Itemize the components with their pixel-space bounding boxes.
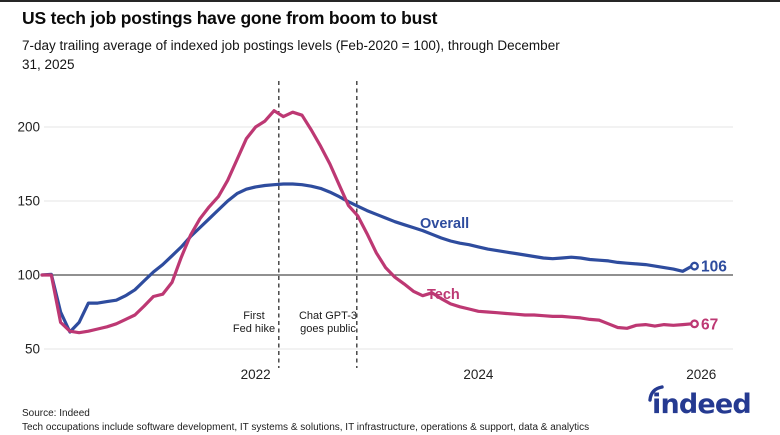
- x-tick-2022: 2022: [241, 367, 271, 382]
- overall-series-label: Overall: [420, 216, 469, 232]
- top-border: [0, 0, 780, 2]
- y-tick-100: 100: [17, 268, 40, 283]
- gridlines: [44, 126, 733, 350]
- event-lines: [278, 81, 358, 368]
- methodology-note: Tech occupations include software develo…: [22, 422, 590, 433]
- tech-line: [40, 109, 694, 335]
- chart-footer: Source: Indeed Tech occupations include …: [22, 406, 589, 434]
- overall-end-value: 106: [701, 259, 727, 276]
- chatgpt-label-line2: goes public: [300, 323, 356, 335]
- source-note: Source: Indeed: [22, 408, 90, 419]
- y-tick-50: 50: [25, 342, 40, 357]
- indeed-logo-wordmark: indeed: [652, 389, 752, 420]
- chart-header: US tech job postings have gone from boom…: [22, 8, 722, 74]
- tech-end-value: 67: [701, 316, 718, 333]
- y-axis: 200 150 100 50: [17, 120, 40, 357]
- x-axis: 2022 2024 2026: [241, 367, 717, 382]
- chatgpt-label-line1: Chat GPT-3: [299, 310, 357, 322]
- tech-series-label: Tech: [427, 287, 460, 303]
- tech-end-marker: [690, 319, 699, 329]
- x-tick-2026: 2026: [686, 367, 716, 382]
- indeed-logo: indeed: [648, 385, 752, 420]
- chart-subtitle: 7-day trailing average of indexed job po…: [22, 38, 560, 73]
- annotations: First Fed hike Chat GPT-3 goes public: [233, 310, 357, 335]
- fed-hike-label-line1: First: [243, 310, 264, 322]
- y-tick-150: 150: [17, 194, 40, 209]
- indeed-logo-swash-icon: [648, 385, 664, 402]
- x-tick-2024: 2024: [463, 367, 494, 382]
- y-tick-200: 200: [17, 120, 40, 135]
- chart-title: US tech job postings have gone from boom…: [22, 8, 438, 28]
- overall-line: [40, 182, 694, 334]
- overall-end-marker: [690, 261, 699, 271]
- fed-hike-label-line2: Fed hike: [233, 323, 275, 335]
